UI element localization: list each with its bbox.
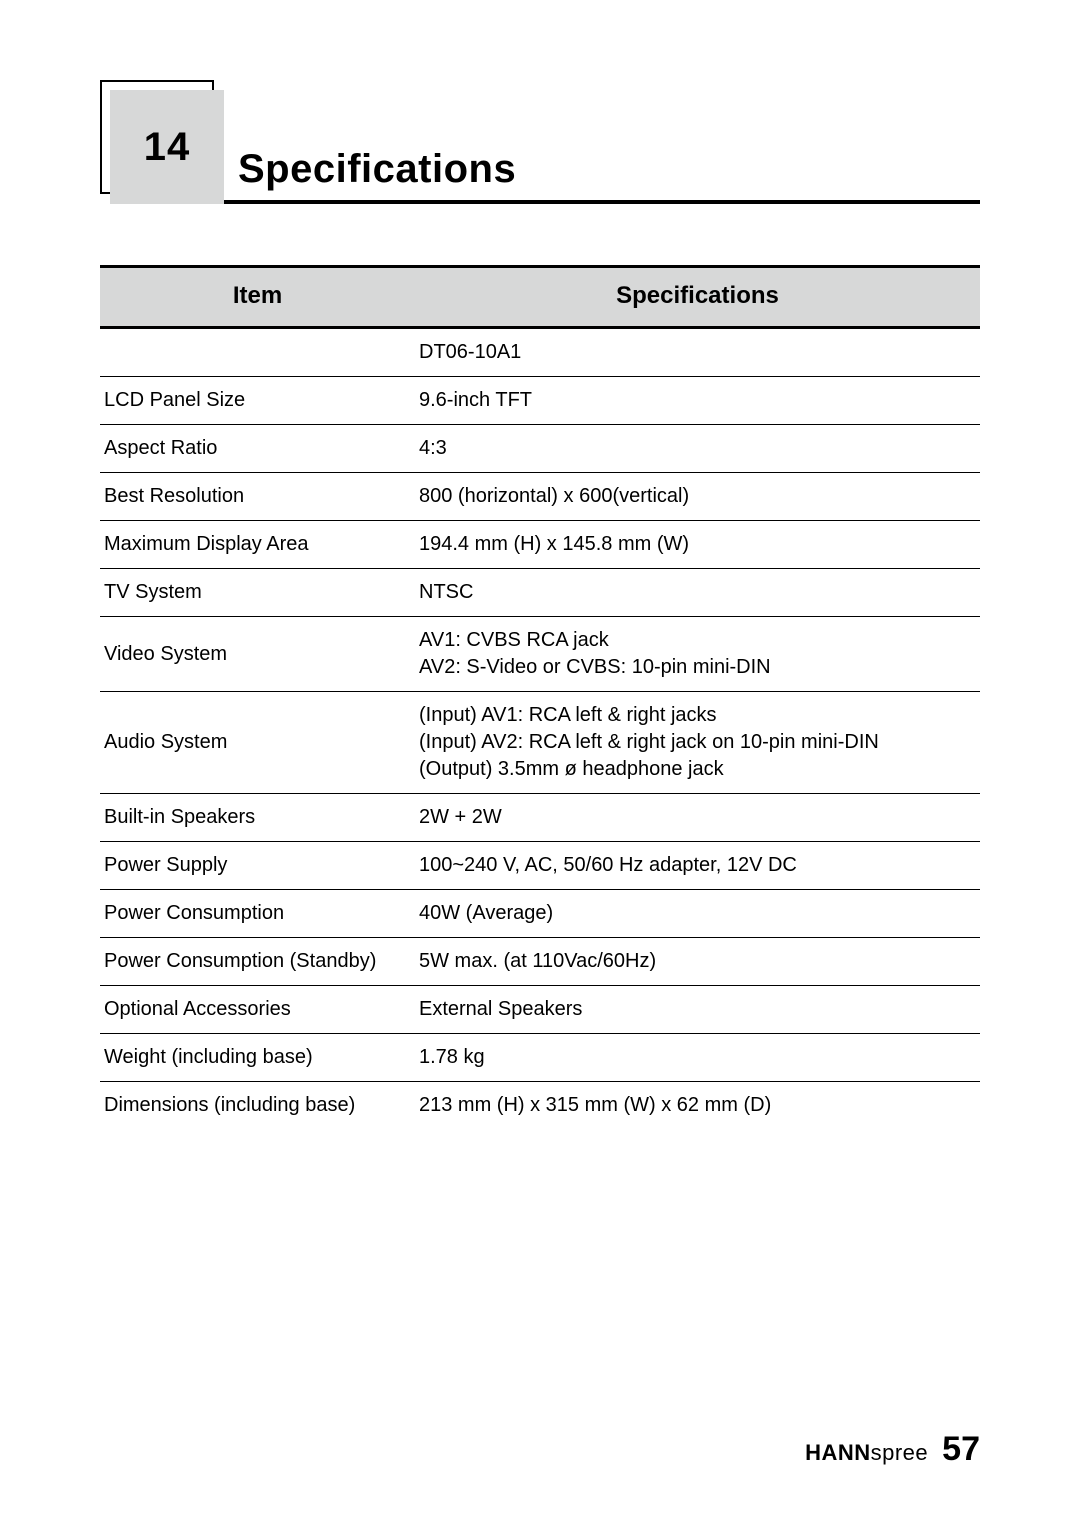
table-body: DT06-10A1LCD Panel Size9.6-inch TFTAspec… — [100, 328, 980, 1130]
cell-item: Best Resolution — [100, 473, 415, 521]
cell-spec: AV1: CVBS RCA jack AV2: S-Video or CVBS:… — [415, 617, 980, 692]
cell-item — [100, 328, 415, 377]
cell-spec: 9.6-inch TFT — [415, 377, 980, 425]
cell-item: Maximum Display Area — [100, 521, 415, 569]
table-row: TV SystemNTSC — [100, 569, 980, 617]
cell-spec: 4:3 — [415, 425, 980, 473]
chapter-number-box: 14 — [110, 90, 224, 204]
table-row: Power Consumption40W (Average) — [100, 890, 980, 938]
brand-light: spree — [871, 1440, 929, 1465]
cell-item: Audio System — [100, 692, 415, 794]
cell-item: Weight (including base) — [100, 1034, 415, 1082]
cell-item: Optional Accessories — [100, 986, 415, 1034]
table-row: Audio System(Input) AV1: RCA left & righ… — [100, 692, 980, 794]
table-row: DT06-10A1 — [100, 328, 980, 377]
cell-item: TV System — [100, 569, 415, 617]
cell-spec: 5W max. (at 110Vac/60Hz) — [415, 938, 980, 986]
chapter-title: Specifications — [238, 147, 516, 191]
cell-spec: 100~240 V, AC, 50/60 Hz adapter, 12V DC — [415, 842, 980, 890]
brand-logo: HANNspree — [805, 1440, 928, 1466]
table-row: Power Consumption (Standby)5W max. (at 1… — [100, 938, 980, 986]
table-row: Aspect Ratio4:3 — [100, 425, 980, 473]
table-row: Weight (including base)1.78 kg — [100, 1034, 980, 1082]
table-row: Dimensions (including base)213 mm (H) x … — [100, 1082, 980, 1130]
cell-spec: 2W + 2W — [415, 794, 980, 842]
cell-item: Dimensions (including base) — [100, 1082, 415, 1130]
table-row: Built-in Speakers2W + 2W — [100, 794, 980, 842]
cell-item: LCD Panel Size — [100, 377, 415, 425]
table-row: Best Resolution800 (horizontal) x 600(ve… — [100, 473, 980, 521]
brand-bold: HANN — [805, 1440, 871, 1465]
table-row: LCD Panel Size9.6-inch TFT — [100, 377, 980, 425]
chapter-title-rule: Specifications — [224, 147, 980, 204]
cell-item: Built-in Speakers — [100, 794, 415, 842]
cell-spec: 1.78 kg — [415, 1034, 980, 1082]
cell-spec: (Input) AV1: RCA left & right jacks (Inp… — [415, 692, 980, 794]
column-header-spec: Specifications — [415, 267, 980, 328]
table-row: Optional AccessoriesExternal Speakers — [100, 986, 980, 1034]
cell-spec: NTSC — [415, 569, 980, 617]
table-row: Power Supply100~240 V, AC, 50/60 Hz adap… — [100, 842, 980, 890]
column-header-item: Item — [100, 267, 415, 328]
cell-spec: DT06-10A1 — [415, 328, 980, 377]
specifications-table: Item Specifications DT06-10A1LCD Panel S… — [100, 265, 980, 1129]
cell-item: Power Consumption (Standby) — [100, 938, 415, 986]
cell-item: Power Consumption — [100, 890, 415, 938]
table-row: Maximum Display Area194.4 mm (H) x 145.8… — [100, 521, 980, 569]
cell-item: Power Supply — [100, 842, 415, 890]
cell-spec: 800 (horizontal) x 600(vertical) — [415, 473, 980, 521]
table-row: Video SystemAV1: CVBS RCA jack AV2: S-Vi… — [100, 617, 980, 692]
cell-spec: 40W (Average) — [415, 890, 980, 938]
table-header-row: Item Specifications — [100, 267, 980, 328]
chapter-heading: 14 Specifications — [100, 80, 980, 210]
page-number: 57 — [942, 1430, 980, 1469]
cell-spec: External Speakers — [415, 986, 980, 1034]
cell-spec: 194.4 mm (H) x 145.8 mm (W) — [415, 521, 980, 569]
cell-spec: 213 mm (H) x 315 mm (W) x 62 mm (D) — [415, 1082, 980, 1130]
chapter-number: 14 — [144, 125, 191, 170]
page-footer: HANNspree 57 — [805, 1430, 980, 1469]
cell-item: Video System — [100, 617, 415, 692]
cell-item: Aspect Ratio — [100, 425, 415, 473]
